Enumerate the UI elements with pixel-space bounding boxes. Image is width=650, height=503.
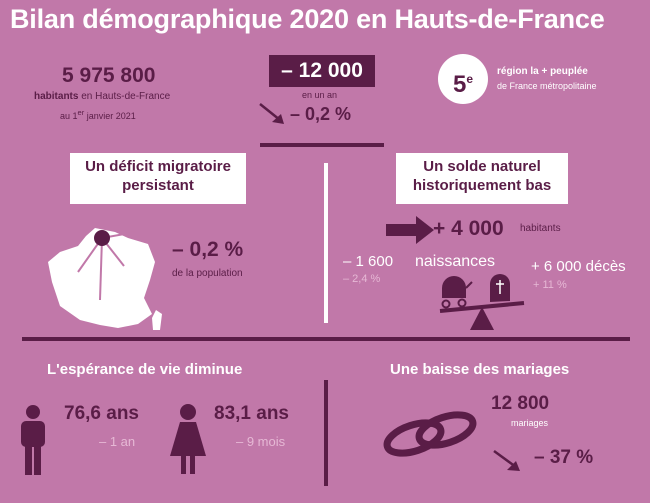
change-period: en un an: [302, 90, 338, 100]
migration-label: de la population: [172, 268, 243, 279]
births-label: naissances: [415, 253, 496, 270]
section-divider: [22, 337, 630, 341]
rank-sup: e: [466, 72, 474, 86]
rank-line1: région la + peuplée: [497, 66, 588, 77]
migration-heading-box: Un déficit migratoire persistant: [70, 153, 246, 204]
natural-heading-box: Un solde naturel historiquement bas: [396, 153, 568, 204]
change-value: – 12 000: [281, 59, 363, 82]
divider: [260, 143, 384, 147]
down-arrow-icon: [259, 103, 284, 124]
balance-scale-icon: [439, 274, 525, 330]
migration-value: – 0,2 %: [172, 238, 244, 261]
marriage-percent: – 37 %: [534, 447, 594, 468]
natural-value: + 4 000: [433, 217, 504, 240]
page-title: Bilan démographique 2020 en Hauts-de-Fra…: [10, 4, 605, 34]
deaths-pct: + 11 %: [533, 279, 567, 291]
wedding-rings-icon: [383, 411, 477, 457]
men-change: – 1 an: [99, 434, 136, 449]
change-value-box: – 12 000: [269, 55, 375, 87]
natural-heading: Un solde naturel historiquement bas: [412, 158, 552, 194]
population-date-prefix: au 1: [60, 111, 78, 121]
center-divider: [324, 163, 328, 323]
change-percent: – 0,2 %: [290, 104, 352, 124]
france-map-icon: [48, 228, 162, 330]
gravestone-icon: [490, 274, 510, 302]
natural-unit: habitants: [520, 223, 561, 234]
population-date-suffix: janvier 2021: [84, 111, 136, 121]
woman-icon: [170, 404, 206, 474]
bottom-divider: [324, 380, 328, 486]
women-value: 83,1 ans: [214, 403, 289, 424]
life-heading: L'espérance de vie diminue: [47, 361, 243, 378]
rank-badge: 5e: [438, 54, 488, 104]
population-label: habitants en Hauts-de-France: [34, 91, 170, 102]
births-value: – 1 600: [343, 253, 394, 270]
population-value: 5 975 800: [62, 64, 156, 87]
population-label-rest: en Hauts-de-France: [78, 91, 171, 102]
pram-icon: [441, 276, 473, 309]
marriage-heading: Une baisse des mariages: [390, 361, 570, 378]
man-icon: [21, 405, 45, 475]
marriage-value: 12 800: [491, 393, 550, 414]
population-label-bold: habitants: [34, 91, 79, 102]
women-change: – 9 mois: [236, 434, 286, 449]
migration-heading: Un déficit migratoire persistant: [85, 158, 231, 194]
marriage-label: mariages: [511, 418, 549, 428]
right-arrow-icon: [386, 216, 434, 244]
population-date: au 1er janvier 2021: [60, 108, 136, 121]
down-arrow-icon: [493, 449, 520, 471]
deaths-value: + 6 000 décès: [531, 258, 626, 275]
rank-number: 5: [452, 71, 467, 98]
births-pct: – 2,4 %: [343, 273, 381, 285]
men-value: 76,6 ans: [64, 403, 139, 424]
population-date-sup: er: [77, 108, 85, 117]
rank-line2: de France métropolitaine: [497, 81, 597, 91]
